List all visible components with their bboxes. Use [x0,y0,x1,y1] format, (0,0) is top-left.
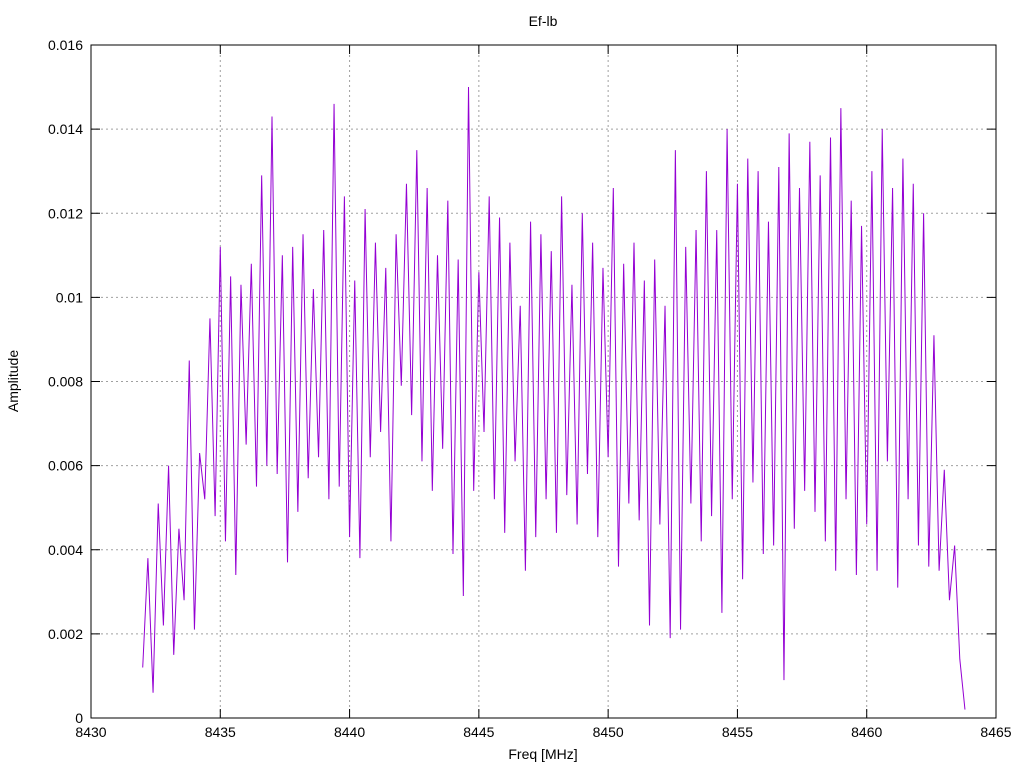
y-tick-label: 0.004 [48,542,83,558]
y-tick-label: 0.012 [48,205,83,221]
x-tick-label: 8445 [463,724,494,740]
y-tick-label: 0.01 [56,289,83,305]
y-tick-label: 0.008 [48,374,83,390]
y-tick-label: 0.014 [48,121,83,137]
x-tick-label: 8440 [334,724,365,740]
y-tick-label: 0.016 [48,37,83,53]
plot-border [90,44,997,719]
y-tick-label: 0.006 [48,458,83,474]
data-line [142,87,966,710]
chart-title: Ef-lb [529,13,558,29]
x-tick-label: 8455 [722,724,753,740]
x-axis-label: Freq [MHz] [508,746,577,762]
x-tick-label: 8430 [75,724,106,740]
y-axis-label: Amplitude [5,350,21,412]
x-tick-label: 8465 [980,724,1011,740]
x-tick-label: 8435 [205,724,236,740]
x-tick-label: 8460 [851,724,882,740]
y-tick-label: 0 [75,710,83,726]
y-tick-label: 0.002 [48,626,83,642]
x-tick-label: 8450 [593,724,624,740]
